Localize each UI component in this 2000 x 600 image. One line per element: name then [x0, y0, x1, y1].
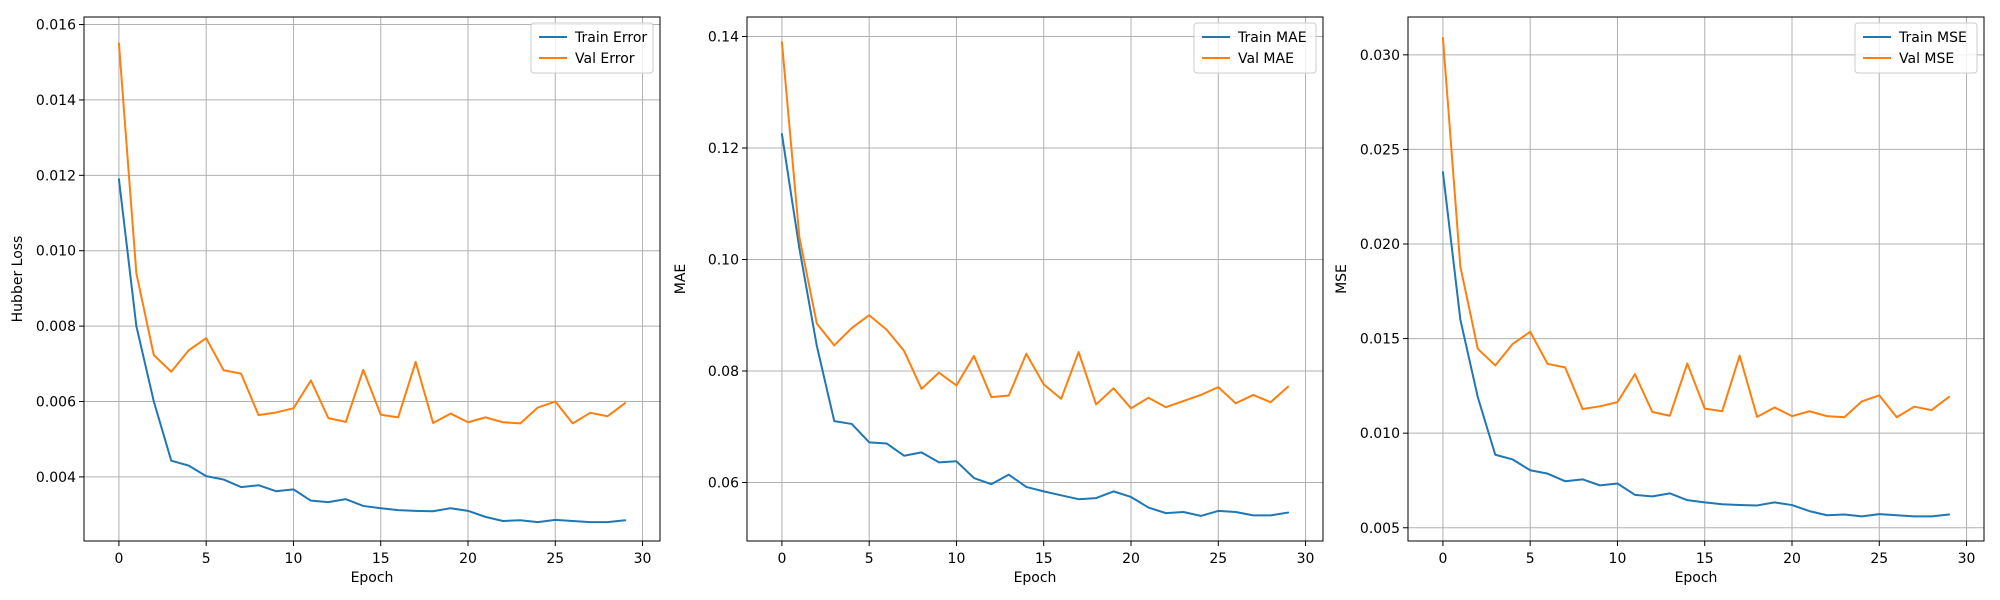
y-tick-label: 0.020 — [1360, 237, 1400, 253]
y-tick-label: 0.016 — [36, 18, 76, 34]
x-tick-label: 15 — [372, 551, 390, 567]
legend-label: Val Error — [575, 51, 635, 67]
series-line-train-mse — [1441, 171, 1951, 518]
x-axis-label: Epoch — [1014, 570, 1057, 586]
y-tick-label: 0.08 — [708, 364, 739, 380]
y-tick-label: 0.06 — [708, 475, 739, 491]
x-tick-label: 0 — [777, 551, 786, 567]
x-tick-label: 25 — [1870, 551, 1888, 567]
y-tick-label: 0.030 — [1360, 48, 1400, 64]
chart-panel-2: 0 5 10 15 20 25 30 0.06 0.08 0.10 0.12 0.14 Epoch MAE… — [673, 16, 1324, 586]
x-tick-label: 15 — [1035, 551, 1053, 567]
y-tick-label: 0.008 — [36, 319, 76, 335]
chart-panel-3: 0 5 10 15 20 25 30 0.005 0.010 0.015 0.020 0.025 0.0… — [1334, 16, 1985, 586]
y-tick-label: 0.010 — [36, 244, 76, 260]
x-tick-label: 5 — [1526, 551, 1535, 567]
series-line-train-error — [117, 178, 627, 524]
y-axis-label: Hubber Loss — [10, 236, 26, 323]
x-tick-label: 20 — [1783, 551, 1801, 567]
y-tick-label: 0.015 — [1360, 332, 1400, 348]
x-tick-label: 20 — [459, 551, 477, 567]
x-axis-label: Epoch — [1675, 570, 1718, 586]
plot-frame — [1407, 16, 1985, 542]
chart-panel-1: 0 5 10 15 20 25 30 0.004 0.006 0.008 0.010 0.012 0.0… — [10, 16, 661, 586]
x-tick-label: 5 — [202, 551, 211, 567]
x-axis-label: Epoch — [351, 570, 394, 586]
y-tick-label: 0.014 — [36, 93, 76, 109]
plot-frame — [746, 16, 1324, 542]
y-axis-label: MSE — [1334, 264, 1350, 294]
y-tick-label: 0.012 — [36, 168, 76, 184]
x-tick-label: 30 — [1297, 551, 1315, 567]
legend-box — [1193, 22, 1317, 74]
legend-box — [1854, 22, 1978, 74]
legend-box — [530, 22, 654, 74]
x-tick-label: 10 — [285, 551, 303, 567]
legend-label: Val MAE — [1238, 51, 1294, 67]
y-tick-label: 0.005 — [1360, 521, 1400, 537]
series-line-train-mae — [780, 133, 1290, 517]
legend-label: Train Error — [574, 30, 647, 46]
y-tick-label: 0.010 — [1360, 426, 1400, 442]
x-tick-label: 5 — [865, 551, 874, 567]
legend: Train Error Val Error — [530, 22, 654, 74]
x-tick-label: 30 — [1958, 551, 1976, 567]
y-tick-label: 0.10 — [708, 252, 739, 268]
legend: Train MAE Val MAE — [1193, 22, 1317, 74]
y-tick-label: 0.025 — [1360, 142, 1400, 158]
x-tick-label: 15 — [1696, 551, 1714, 567]
x-tick-label: 25 — [546, 551, 564, 567]
series-line-val-mae — [780, 41, 1290, 410]
x-tick-label: 20 — [1122, 551, 1140, 567]
legend: Train MSE Val MSE — [1854, 22, 1978, 74]
legend-label: Val MSE — [1899, 51, 1954, 67]
y-tick-label: 0.004 — [36, 470, 76, 486]
x-tick-label: 30 — [634, 551, 652, 567]
series-line-val-mse — [1441, 36, 1951, 419]
y-tick-label: 0.12 — [708, 141, 739, 157]
x-tick-label: 10 — [948, 551, 966, 567]
y-tick-label: 0.14 — [708, 30, 739, 46]
legend-label: Train MAE — [1237, 30, 1307, 46]
y-tick-label: 0.006 — [36, 395, 76, 411]
y-axis-label: MAE — [673, 264, 689, 295]
x-tick-label: 0 — [1438, 551, 1447, 567]
x-tick-label: 25 — [1209, 551, 1227, 567]
series-line-val-error — [117, 42, 627, 425]
legend-label: Train MSE — [1898, 30, 1967, 46]
x-tick-label: 10 — [1609, 551, 1627, 567]
x-tick-label: 0 — [114, 551, 123, 567]
plot-frame — [83, 16, 661, 542]
